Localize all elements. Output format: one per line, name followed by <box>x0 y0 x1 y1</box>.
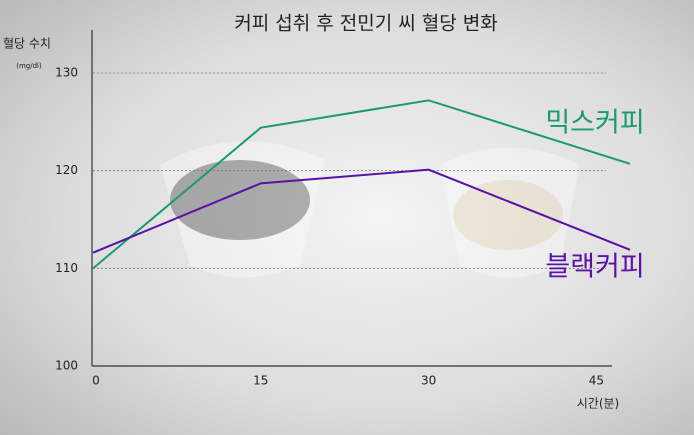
chart-title: 커피 섭취 후 전민기 씨 혈당 변화 <box>234 13 497 35</box>
y-tick-label: 100 <box>55 359 78 373</box>
series-label: 믹스커피 <box>545 108 644 139</box>
y-axis-label: 혈당 수치 <box>3 37 51 51</box>
series-label: 블랙커피 <box>545 252 644 283</box>
coffee-photo <box>160 141 580 278</box>
series-line <box>92 168 631 254</box>
y-tick-label: 110 <box>55 261 78 275</box>
x-tick-label: 45 <box>589 374 604 388</box>
y-tick-label: 130 <box>55 66 78 80</box>
x-tick-label: 15 <box>253 374 268 388</box>
series-line <box>92 99 631 270</box>
x-tick-label: 30 <box>421 374 436 388</box>
x-axis-label: 시간(분) <box>577 397 619 411</box>
x-tick-label: 0 <box>92 374 100 388</box>
y-axis-unit: (mg/dl) <box>16 62 42 70</box>
y-tick-label: 120 <box>55 163 78 177</box>
